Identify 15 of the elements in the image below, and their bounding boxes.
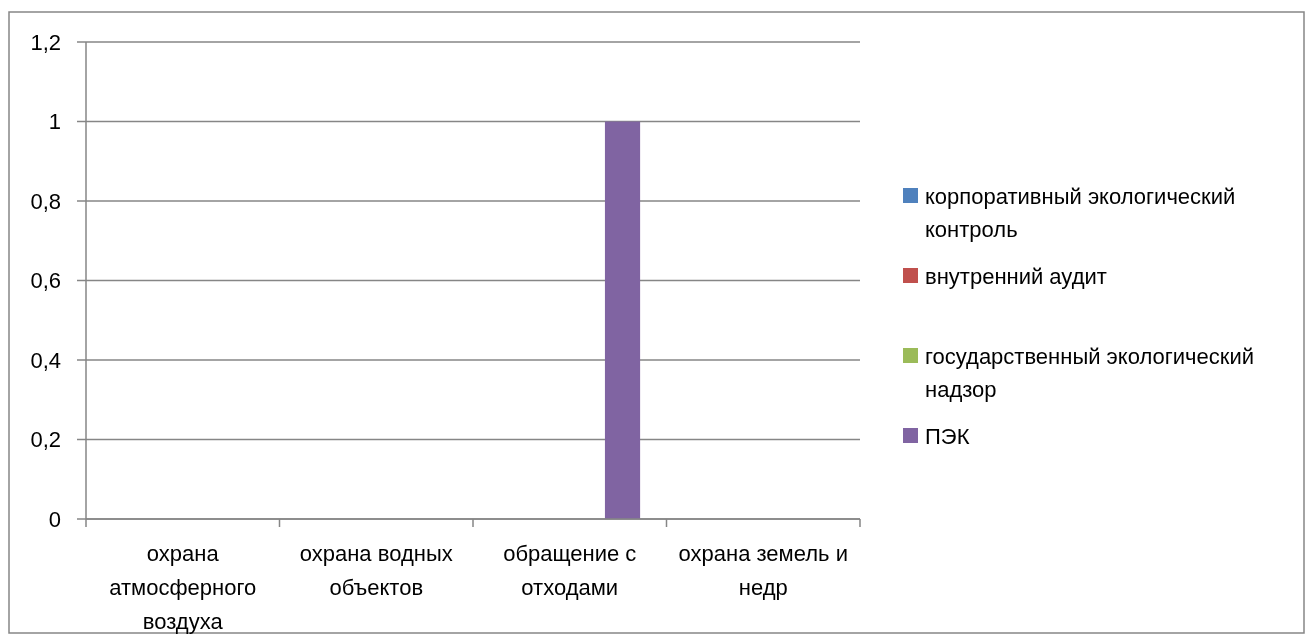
y-tick-label: 0,8 <box>30 188 61 214</box>
legend-label: корпоративный экологический контроль <box>925 183 1236 241</box>
y-tick-label: 0,6 <box>30 268 61 293</box>
x-tick-label: охрана атмосферного воздуха <box>109 540 257 634</box>
y-tick-label: 1,2 <box>30 29 61 55</box>
x-tick-label: охрана земель и недр <box>678 540 848 600</box>
y-tick-label: 0,2 <box>30 427 61 452</box>
x-tick-label: охрана водных объектов <box>299 540 453 600</box>
x-tick-label: обращение с отходами <box>503 540 637 600</box>
y-tick-label: 0,4 <box>30 347 61 373</box>
legend-label: государственный экологический надзор <box>925 343 1255 401</box>
y-tick-label: 1 <box>48 109 61 134</box>
legend-label: внутренний аудит <box>925 263 1107 288</box>
legend-label: ПЭК <box>925 423 970 448</box>
y-tick-label: 0 <box>48 506 61 532</box>
